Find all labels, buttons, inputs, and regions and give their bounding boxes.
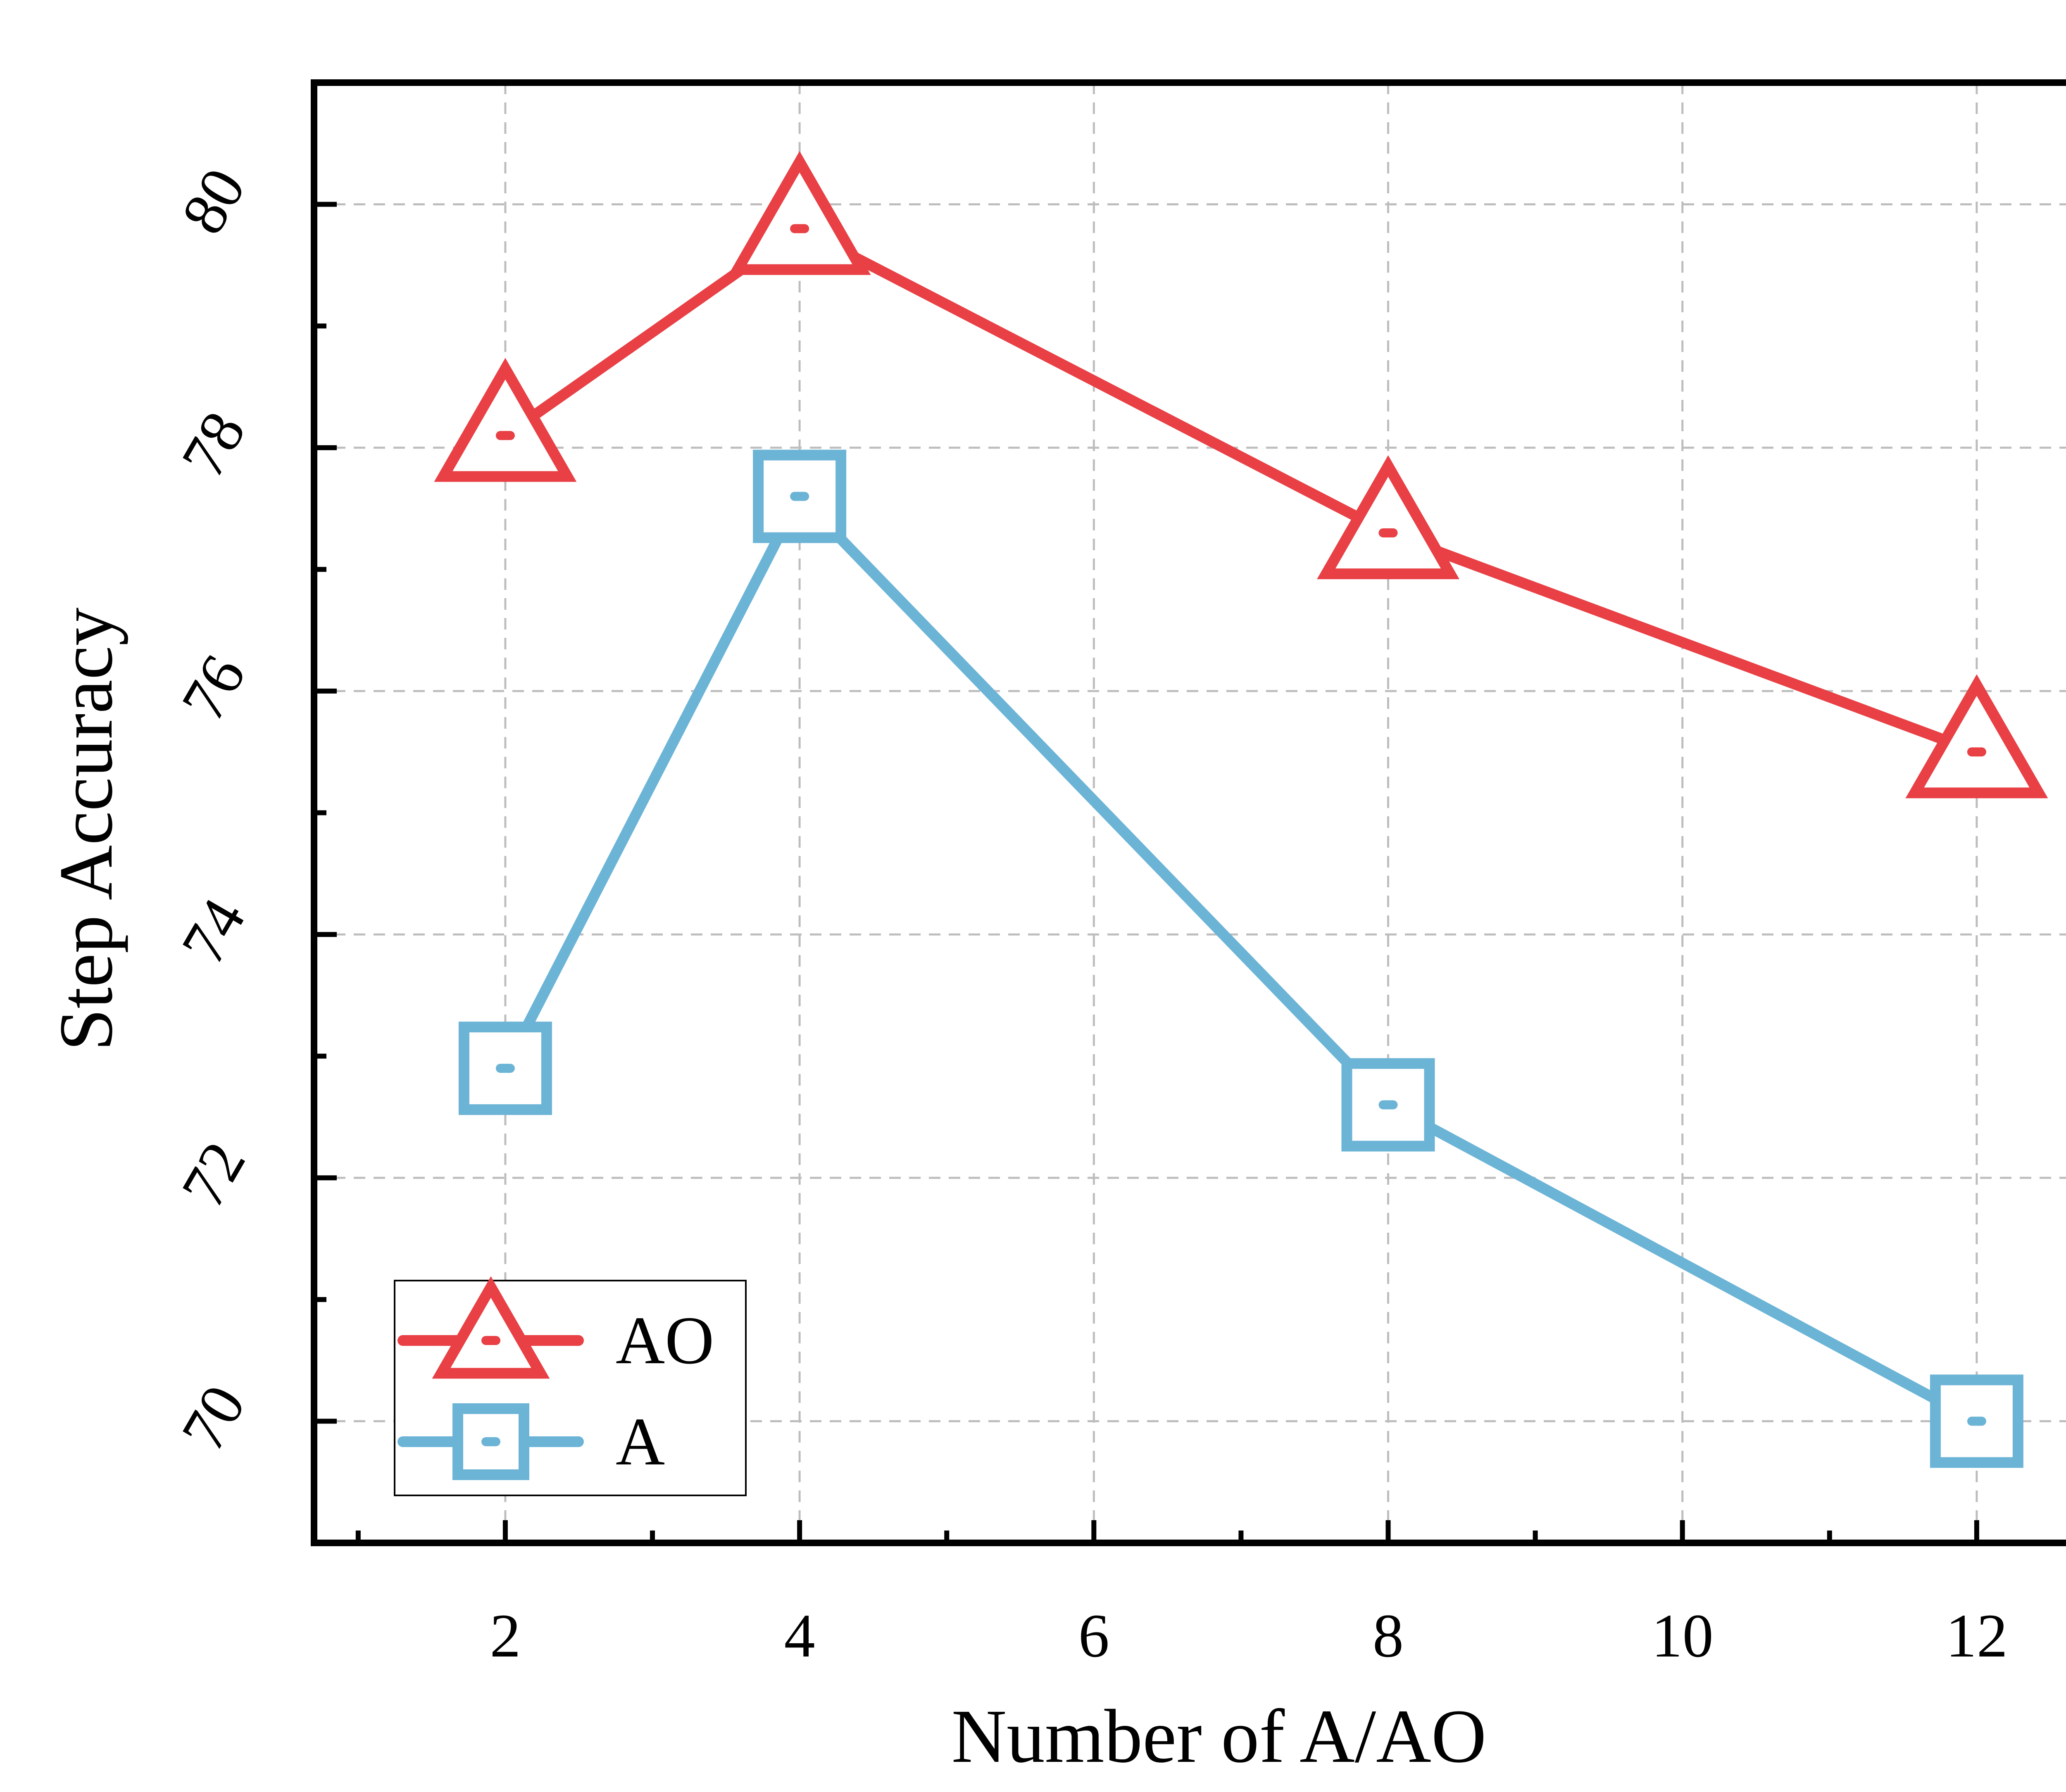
data-point-a <box>458 1022 552 1115</box>
x-tick-label: 10 <box>1652 1602 1714 1670</box>
series-ao <box>434 151 2048 799</box>
data-point-ao <box>1905 674 2048 799</box>
x-tick-label: 12 <box>1946 1602 2008 1670</box>
series-line-ao <box>502 223 1979 757</box>
y-axis-title: Step Accuracy <box>44 608 129 1051</box>
legend-label-a: A <box>616 1404 665 1479</box>
data-point-ao <box>1317 455 1459 580</box>
data-point-ao <box>728 151 871 275</box>
x-tick-label: 4 <box>784 1602 815 1670</box>
data-point-ao <box>434 358 577 482</box>
legend-entry-a <box>397 1403 584 1480</box>
x-axis-title: Number of A/AO <box>952 1694 1487 1779</box>
legend-entry-ao <box>397 1276 584 1379</box>
x-tick-labels: 2 4 6 8 10 12 <box>490 1602 2007 1670</box>
legend: AO A <box>394 1276 747 1496</box>
legend-label-ao: AO <box>616 1302 714 1378</box>
x-tick-label: 6 <box>1078 1602 1109 1670</box>
axis-ticks <box>314 80 1979 1545</box>
x-tick-label: 8 <box>1373 1602 1404 1670</box>
series <box>434 151 2048 1468</box>
x-tick-label: 2 <box>490 1602 521 1670</box>
legend-marker-ao <box>432 1276 550 1379</box>
series-a <box>458 449 2023 1468</box>
series-line-a <box>500 491 1980 1426</box>
